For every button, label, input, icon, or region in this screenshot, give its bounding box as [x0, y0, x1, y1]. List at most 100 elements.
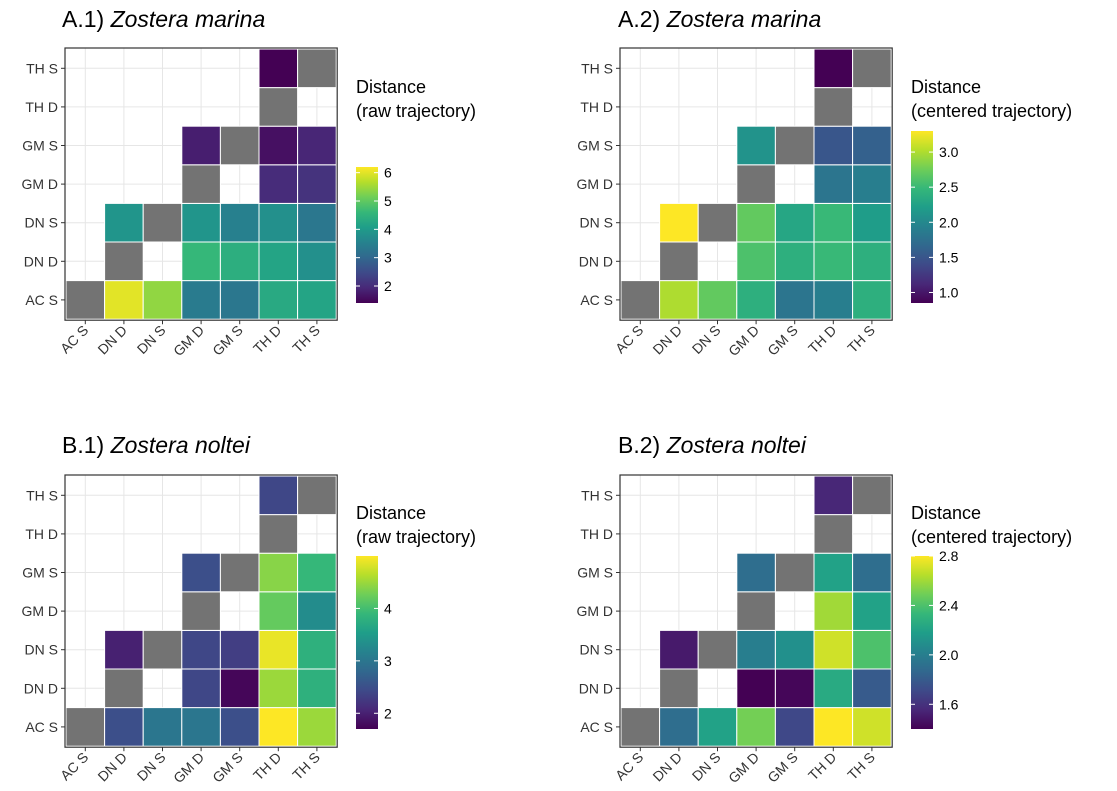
- x-tick-label: AC S: [57, 749, 91, 783]
- heatmap-cell: [852, 668, 892, 709]
- y-tick-label: GM D: [576, 603, 613, 619]
- x-tick-label: TH D: [250, 749, 284, 783]
- heatmap-cell: [852, 125, 892, 166]
- heatmap-cell: [297, 475, 337, 516]
- colorbar-tick-label: 2.4: [939, 597, 959, 613]
- heatmap-cell: [104, 241, 144, 282]
- x-tick-label: DN D: [95, 749, 131, 785]
- legend-title-line2: (centered trajectory): [911, 101, 1072, 121]
- heatmap-cell: [659, 629, 699, 670]
- heatmap-cell: [697, 202, 738, 243]
- colorbar-tick-label: 3: [384, 653, 392, 669]
- heatmap-cell: [852, 241, 892, 282]
- x-tick-label: DN S: [134, 322, 169, 357]
- heatmap-cell: [736, 241, 776, 282]
- heatmap-cell: [104, 707, 144, 747]
- heatmap-cell: [659, 280, 699, 320]
- heatmap-cell: [774, 629, 815, 670]
- y-tick-label: TH D: [25, 99, 58, 115]
- panel-title-species: Zostera marina: [666, 6, 822, 32]
- legend-title-line1: Distance: [911, 77, 981, 97]
- y-tick-label: TH S: [581, 487, 613, 503]
- heatmap-cell: [659, 668, 699, 709]
- heatmap-cell: [813, 475, 854, 516]
- colorbar-tick-label: 2.0: [939, 214, 959, 230]
- heatmap-cell: [142, 202, 183, 243]
- heatmap-cell: [813, 87, 854, 127]
- y-tick-label: DN S: [25, 215, 58, 231]
- heatmap-cell: [258, 475, 299, 516]
- heatmap-cell: [219, 552, 260, 593]
- colorbar-tick-label: 1.5: [939, 249, 959, 265]
- colorbar-tick-label: 1.6: [939, 696, 959, 712]
- colorbar-tick-label: 2: [384, 705, 392, 721]
- heatmap-cell: [813, 280, 854, 320]
- colorbar-tick-label: 5: [384, 193, 392, 209]
- x-tick-label: GM D: [170, 749, 207, 786]
- x-tick-label: GM D: [725, 749, 762, 786]
- heatmap-cell: [659, 241, 699, 282]
- heatmap-cell: [258, 164, 299, 204]
- legend-title-line2: (centered trajectory): [911, 527, 1072, 547]
- heatmap-cell: [697, 707, 738, 747]
- heatmap-cell: [181, 591, 221, 631]
- heatmap-cell: [181, 707, 221, 747]
- heatmap-cell: [258, 202, 299, 243]
- heatmap-cell: [142, 629, 183, 670]
- heatmap-cell: [620, 707, 661, 747]
- heatmap-cell: [774, 125, 815, 166]
- x-tick-label: TH D: [805, 322, 839, 356]
- y-tick-label: GM S: [22, 138, 58, 154]
- colorbar-tick-label: 2.8: [939, 548, 959, 564]
- heatmap-cell: [736, 668, 776, 709]
- heatmap-cell: [736, 202, 776, 243]
- heatmap-cell: [774, 280, 815, 320]
- heatmap-cell: [219, 707, 260, 747]
- heatmap-cell: [297, 552, 337, 593]
- heatmap-cell: [181, 629, 221, 670]
- colorbar-legend: Distance (raw trajectory) 2 3 4: [356, 503, 476, 729]
- y-tick-label: TH S: [26, 60, 58, 76]
- heatmap-cell: [181, 202, 221, 243]
- heatmap-cell: [774, 707, 815, 747]
- heatmap-cell: [659, 707, 699, 747]
- heatmap-cell: [852, 707, 892, 747]
- heatmap-cell: [104, 668, 144, 709]
- colorbar-tick-label: 1.0: [939, 284, 959, 300]
- heatmap-cell: [813, 552, 854, 593]
- heatmap-cell: [297, 668, 337, 709]
- heatmap-cell: [852, 280, 892, 320]
- heatmap-cell: [736, 591, 776, 631]
- heatmap-cell: [774, 202, 815, 243]
- heatmap-cell: [219, 629, 260, 670]
- panel-title-species: Zostera marina: [110, 6, 266, 32]
- heatmap-cell: [219, 241, 260, 282]
- x-tick-label: TH D: [805, 749, 839, 783]
- heatmap-cell: [297, 48, 337, 89]
- heatmap-cell: [258, 668, 299, 709]
- x-tick-label: DN S: [689, 749, 724, 784]
- x-tick-label: AC S: [612, 749, 646, 783]
- heatmap-cell: [65, 707, 106, 747]
- panel-title-prefix: B.2): [618, 432, 667, 458]
- panel-title: A.1) Zostera marina: [62, 6, 265, 32]
- heatmap-cell: [219, 202, 260, 243]
- y-tick-label: DN D: [579, 680, 613, 696]
- colorbar-tick-label: 4: [384, 221, 392, 237]
- x-tick-label: TH S: [289, 749, 323, 783]
- heatmap-cell: [104, 280, 144, 320]
- y-tick-label: GM D: [21, 176, 58, 192]
- heatmap-cell: [258, 552, 299, 593]
- heatmap-cell: [813, 629, 854, 670]
- heatmap-cell: [258, 125, 299, 166]
- y-tick-label: DN D: [24, 253, 58, 269]
- heatmap-cell: [104, 629, 144, 670]
- heatmap-cell: [258, 241, 299, 282]
- heatmap-cell: [736, 125, 776, 166]
- heatmap-cell: [813, 164, 854, 204]
- heatmap-cell: [852, 202, 892, 243]
- heatmap-cell: [297, 629, 337, 670]
